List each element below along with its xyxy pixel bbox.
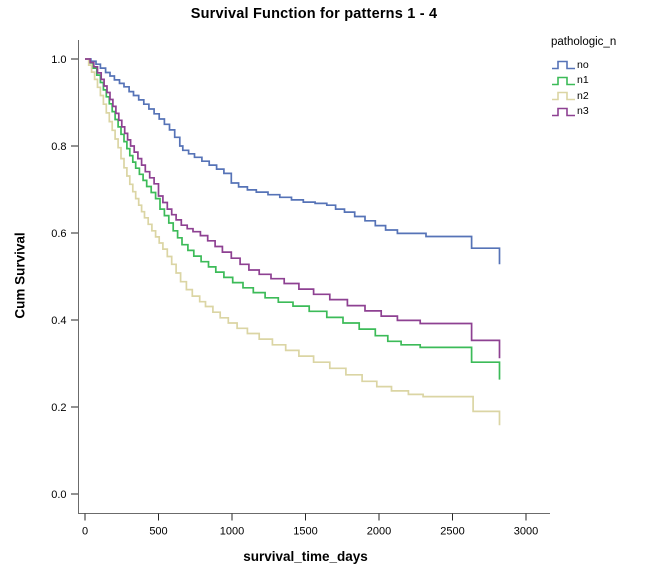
x-tick-label: 2000 xyxy=(367,526,391,538)
legend-item-n3: n3 xyxy=(551,104,649,120)
legend-label-n2: n2 xyxy=(577,89,589,102)
legend-title: pathologic_n xyxy=(551,36,617,48)
legend-key-step-glyph xyxy=(552,91,575,101)
y-tick-label: 0.2 xyxy=(51,402,66,414)
x-tick-label: 0 xyxy=(82,526,88,538)
legend-items: no n1 n2 n3 xyxy=(551,57,649,119)
x-axis-title: survival_time_days xyxy=(243,549,368,564)
x-tick-label: 2500 xyxy=(440,526,464,538)
legend-label-n3: n3 xyxy=(577,105,589,118)
legend-key-icon xyxy=(552,91,575,101)
series-path-no xyxy=(85,58,501,265)
series-path-n2 xyxy=(85,58,501,426)
legend-key-step-glyph xyxy=(552,107,575,117)
legend: pathologic_n no n1 n2 n3 xyxy=(551,36,649,119)
x-tick-label: 500 xyxy=(149,526,167,538)
x-tick-label: 1500 xyxy=(293,526,317,538)
y-tick-label: 0.6 xyxy=(51,228,66,240)
x-tick-label: 1000 xyxy=(220,526,244,538)
series-path-n1 xyxy=(85,58,501,380)
y-tick-label: 0.8 xyxy=(51,141,66,153)
y-tick-label: 0.0 xyxy=(51,489,66,501)
legend-key-icon xyxy=(552,60,575,70)
chart-title: Survival Function for patterns 1 - 4 xyxy=(190,6,438,22)
legend-key-icon xyxy=(552,107,575,117)
legend-item-no: no xyxy=(551,57,649,73)
legend-key-icon xyxy=(552,76,575,86)
legend-item-n2: n2 xyxy=(551,88,649,104)
legend-key-step-glyph xyxy=(552,60,575,70)
legend-label-n1: n1 xyxy=(577,74,589,87)
series-path-n3 xyxy=(85,58,501,359)
y-tick-label: 0.4 xyxy=(51,315,66,327)
x-tick-label: 3000 xyxy=(514,526,538,538)
legend-key-step-glyph xyxy=(552,76,575,86)
y-tick-label: 1.0 xyxy=(51,54,66,66)
legend-item-n1: n1 xyxy=(551,73,649,89)
legend-label-no: no xyxy=(577,58,589,71)
y-axis-title: Cum Survival xyxy=(12,232,28,319)
